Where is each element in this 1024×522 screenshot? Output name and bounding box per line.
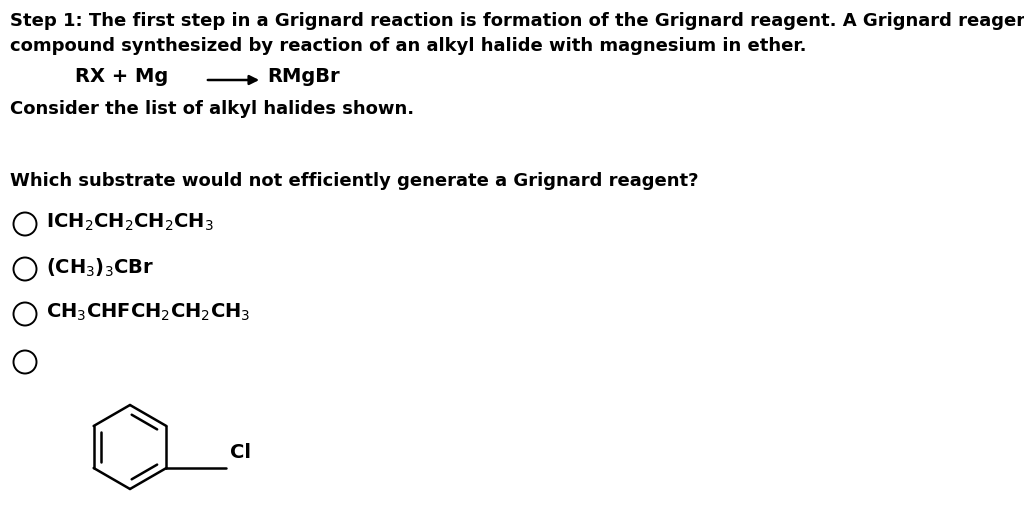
Text: Step 1: The first step in a Grignard reaction is formation of the Grignard reage: Step 1: The first step in a Grignard rea…	[10, 12, 1024, 30]
Text: compound synthesized by reaction of an alkyl halide with magnesium in ether.: compound synthesized by reaction of an a…	[10, 37, 807, 55]
Text: Which substrate would not efficiently generate a Grignard reagent?: Which substrate would not efficiently ge…	[10, 172, 698, 190]
Text: CH$_3$CHFCH$_2$CH$_2$CH$_3$: CH$_3$CHFCH$_2$CH$_2$CH$_3$	[46, 302, 251, 323]
Text: RX + Mg: RX + Mg	[75, 67, 168, 86]
Text: Consider the list of alkyl halides shown.: Consider the list of alkyl halides shown…	[10, 100, 414, 118]
Text: (CH$_3$)$_3$CBr: (CH$_3$)$_3$CBr	[46, 257, 154, 279]
Text: RMgBr: RMgBr	[267, 67, 340, 86]
Text: Cl: Cl	[230, 443, 251, 462]
Text: ICH$_2$CH$_2$CH$_2$CH$_3$: ICH$_2$CH$_2$CH$_2$CH$_3$	[46, 212, 214, 233]
